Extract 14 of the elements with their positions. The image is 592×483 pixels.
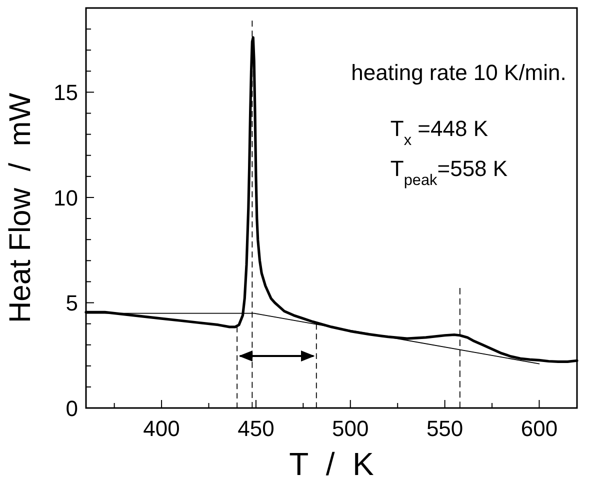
x-tick-label: 550 (426, 416, 464, 441)
annotation: T$_{peak}$=558 K (390, 156, 508, 189)
x-tick-label: 500 (332, 416, 369, 441)
x-tick-label: 400 (143, 416, 180, 441)
x-tick-label: 450 (238, 416, 274, 441)
y-tick-label: 10 (54, 185, 78, 210)
x-axis-title: T / K (289, 446, 374, 482)
y-tick-label: 15 (54, 80, 78, 106)
y-axis-title: Heat Flow / mW (4, 92, 37, 324)
y-tick-label: 0 (66, 396, 78, 421)
annotation: heating rate 10 K/min. (351, 60, 566, 85)
x-tick-label: 600 (520, 416, 558, 441)
annotation: T$_{x}$ =448 K (390, 116, 488, 149)
y-tick-label: 5 (66, 290, 78, 316)
